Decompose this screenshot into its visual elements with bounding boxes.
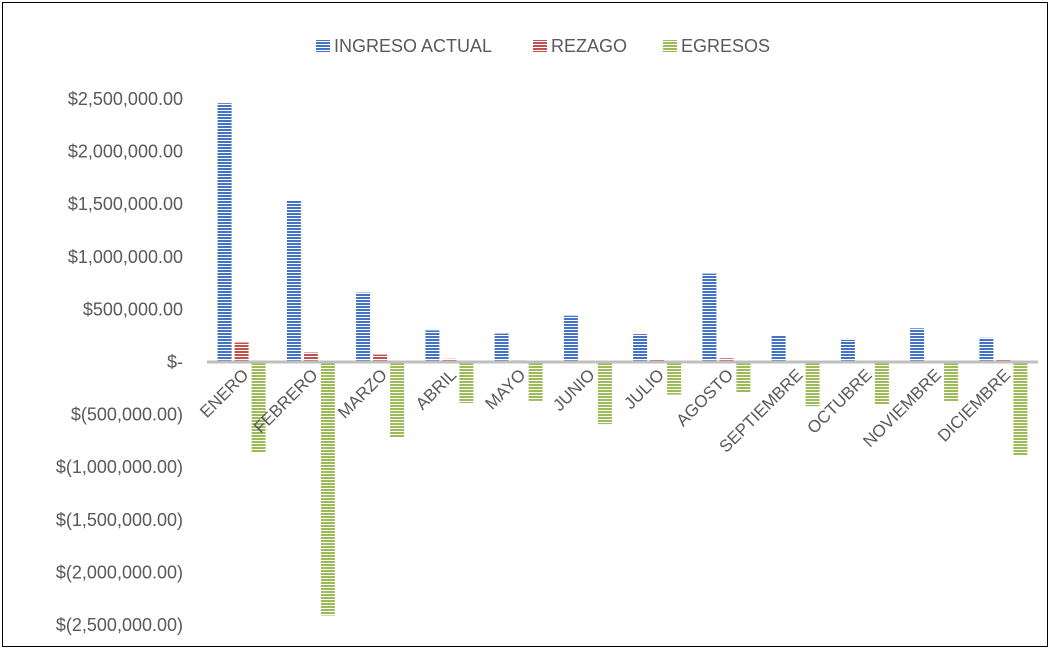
y-tick-label: $2,000,000.00	[68, 142, 183, 162]
bar-egresos-diciembre	[1013, 362, 1028, 456]
x-category-label-julio: JULIO	[620, 365, 668, 413]
x-category-label-enero: ENERO	[196, 365, 252, 421]
bar-egresos-septiembre	[805, 362, 820, 407]
legend-swatch-egresos	[663, 40, 677, 52]
y-tick-label: $-	[167, 352, 183, 372]
legend-swatch-ingreso-actual	[316, 40, 330, 52]
y-tick-label: $2,500,000.00	[68, 89, 183, 109]
y-tick-label: $(1,000,000.00)	[56, 457, 183, 477]
bar-chart: INGRESO ACTUAL REZAGO EGRESOS $2,500,000.0…	[56, 36, 1038, 635]
bar-egresos-agosto	[736, 362, 751, 393]
bar-egresos-febrero	[320, 362, 335, 616]
y-tick-label: $(2,000,000.00)	[56, 562, 183, 582]
bar-rezago-enero	[234, 342, 249, 362]
legend-label-ingreso-actual: INGRESO ACTUAL	[334, 36, 492, 56]
x-category-label-abril: ABRIL	[412, 365, 460, 413]
legend: INGRESO ACTUAL REZAGO EGRESOS	[316, 36, 770, 56]
bar-ingreso-actual-diciembre	[979, 337, 994, 362]
y-tick-label: $(2,500,000.00)	[56, 615, 183, 635]
y-axis: $2,500,000.00 $2,000,000.00 $1,500,000.00 $…	[56, 89, 183, 635]
y-tick-label: $(500,000.00)	[71, 405, 183, 425]
bar-rezago-febrero	[303, 352, 318, 362]
bar-ingreso-actual-febrero	[286, 201, 301, 362]
bar-ingreso-actual-mayo	[494, 333, 509, 362]
bar-egresos-junio	[597, 362, 612, 425]
bar-ingreso-actual-marzo	[356, 292, 371, 362]
bar-ingreso-actual-septiembre	[771, 335, 786, 362]
bar-ingreso-actual-agosto	[702, 273, 717, 362]
x-category-label-agosto: AGOSTO	[673, 365, 738, 430]
bar-rezago-agosto	[719, 358, 734, 362]
bar-rezago-marzo	[373, 354, 388, 362]
bar-ingreso-actual-julio	[633, 334, 648, 362]
bar-egresos-abril	[459, 362, 474, 403]
legend-label-rezago: REZAGO	[551, 36, 627, 56]
bar-egresos-mayo	[528, 362, 543, 401]
bar-ingreso-actual-junio	[563, 315, 578, 362]
legend-swatch-rezago	[533, 40, 547, 52]
bar-ingreso-actual-noviembre	[910, 328, 925, 362]
bar-ingreso-actual-octubre	[840, 339, 855, 362]
bar-egresos-enero	[251, 362, 266, 453]
y-tick-label: $500,000.00	[83, 299, 183, 319]
bar-egresos-julio	[667, 362, 682, 395]
x-category-label-mayo: MAYO	[482, 365, 530, 413]
bar-rezago-abril	[442, 358, 457, 362]
bar-egresos-marzo	[390, 362, 405, 438]
x-category-label-junio: JUNIO	[549, 365, 598, 414]
legend-label-egresos: EGRESOS	[681, 36, 770, 56]
bar-egresos-noviembre	[944, 362, 959, 402]
y-tick-label: $1,500,000.00	[68, 194, 183, 214]
bar-ingreso-actual-abril	[425, 330, 440, 362]
bars	[217, 103, 1028, 616]
y-tick-label: $(1,500,000.00)	[56, 510, 183, 530]
y-tick-label: $1,000,000.00	[68, 247, 183, 267]
bar-egresos-octubre	[874, 362, 889, 405]
x-category-label-marzo: MARZO	[334, 365, 391, 422]
bar-ingreso-actual-enero	[217, 103, 232, 362]
